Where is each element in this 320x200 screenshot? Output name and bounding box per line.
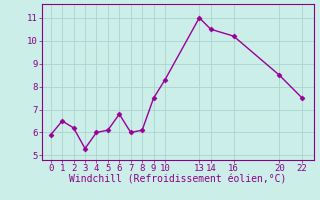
X-axis label: Windchill (Refroidissement éolien,°C): Windchill (Refroidissement éolien,°C) xyxy=(69,175,286,185)
